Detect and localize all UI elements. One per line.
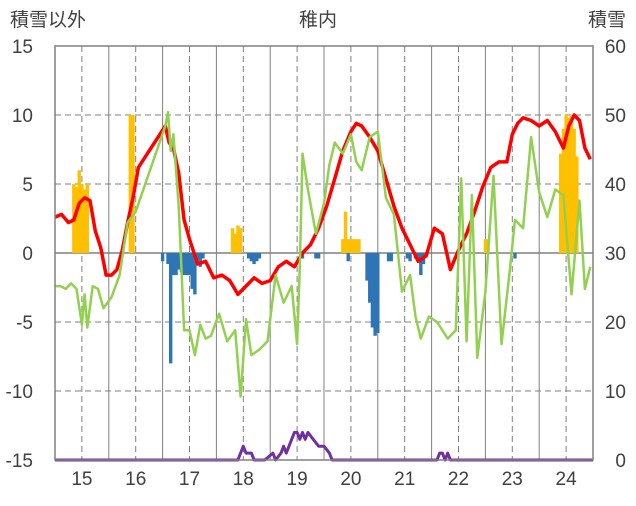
chart-title: 稚内 (299, 9, 337, 31)
bar-blue (376, 253, 380, 334)
bar-orange (236, 225, 240, 253)
x-tick-label: 21 (394, 469, 415, 490)
right-axis-title: 積雪 (588, 9, 626, 31)
x-tick-label: 23 (502, 469, 523, 490)
labels-layer: 積雪以外 稚内 積雪 151050-5-10-15605040302010015… (6, 9, 626, 490)
bar-blue (416, 253, 420, 262)
bar-orange (357, 239, 361, 253)
bar-blue (171, 253, 176, 276)
bar-blue (513, 253, 517, 259)
bar-orange (351, 239, 356, 253)
bar-orange (74, 186, 79, 253)
bar-blue (182, 253, 186, 276)
bar-blue (166, 253, 170, 265)
series-line-green (55, 110, 592, 398)
right-tick-label: 40 (605, 175, 626, 196)
bar-blue (252, 253, 256, 265)
right-tick-label: 10 (605, 382, 626, 403)
bar-blue (346, 253, 350, 262)
bar-blue (255, 253, 259, 262)
bar-blue (316, 253, 321, 259)
bar-blue (370, 253, 375, 328)
bar-blue (177, 253, 181, 270)
bar-blue (193, 253, 197, 295)
x-tick-label: 24 (556, 469, 578, 490)
right-tick-label: 20 (605, 313, 626, 334)
bar-orange (343, 211, 348, 253)
bar-blue (386, 253, 391, 262)
bar-orange (230, 228, 235, 253)
left-tick-label: 15 (12, 37, 33, 58)
right-tick-label: 30 (605, 244, 626, 265)
bar-blue (389, 253, 393, 262)
bar-blue (408, 253, 412, 262)
left-tick-label: 0 (22, 244, 33, 265)
x-tick-label: 17 (179, 469, 200, 490)
bar-orange (77, 170, 81, 253)
left-tick-label: 5 (22, 175, 33, 196)
left-tick-label: -10 (6, 382, 33, 403)
bar-blue (246, 253, 251, 259)
bar-orange (85, 184, 89, 253)
bar-orange (80, 184, 84, 253)
plot-frame (54, 45, 594, 461)
bar-blue (201, 253, 205, 259)
left-tick-label: -5 (16, 313, 33, 334)
bar-blue (405, 253, 410, 259)
bar-blue (187, 253, 192, 276)
right-tick-label: 60 (605, 37, 626, 58)
left-axis-title: 積雪以外 (10, 9, 86, 31)
bar-orange (346, 239, 350, 253)
bar-orange (128, 115, 133, 253)
x-tick-label: 19 (287, 469, 308, 490)
x-tick-label: 16 (125, 469, 146, 490)
bar-blue (190, 253, 194, 289)
bar-orange (483, 239, 488, 253)
bar-blue (160, 253, 165, 262)
bar-orange (354, 239, 358, 253)
bar-orange (561, 128, 566, 253)
left-tick-label: 10 (12, 106, 33, 127)
x-tick-label: 22 (448, 469, 469, 490)
x-tick-label: 15 (71, 469, 92, 490)
bar-orange (82, 189, 87, 253)
frame-layer (54, 45, 594, 461)
bar-orange (572, 128, 576, 253)
bar-blue (174, 253, 178, 276)
left-tick-label: -15 (6, 451, 33, 472)
bar-blue (419, 253, 423, 276)
bar-blue (373, 253, 377, 336)
bar-blue (168, 253, 173, 364)
bar-orange (131, 115, 135, 253)
bar-orange (341, 239, 345, 253)
bar-orange (564, 115, 568, 253)
bar-blue (185, 253, 189, 276)
right-tick-label: 0 (615, 451, 626, 472)
bar-blue (198, 253, 202, 267)
bar-orange (238, 228, 243, 253)
x-tick-label: 18 (233, 469, 254, 490)
bar-blue (257, 253, 262, 259)
bar-blue (365, 253, 369, 281)
bar-orange (567, 117, 571, 253)
bar-orange (559, 153, 563, 253)
bar-orange (349, 239, 353, 253)
bar-orange (233, 233, 237, 253)
bar-orange (575, 156, 579, 253)
bar-blue (368, 253, 372, 303)
bar-blue (195, 253, 200, 262)
bar-orange (569, 115, 574, 253)
bar-blue (314, 253, 318, 259)
x-tick-label: 20 (340, 469, 361, 490)
right-tick-label: 50 (605, 106, 626, 127)
bar-blue (249, 253, 254, 262)
